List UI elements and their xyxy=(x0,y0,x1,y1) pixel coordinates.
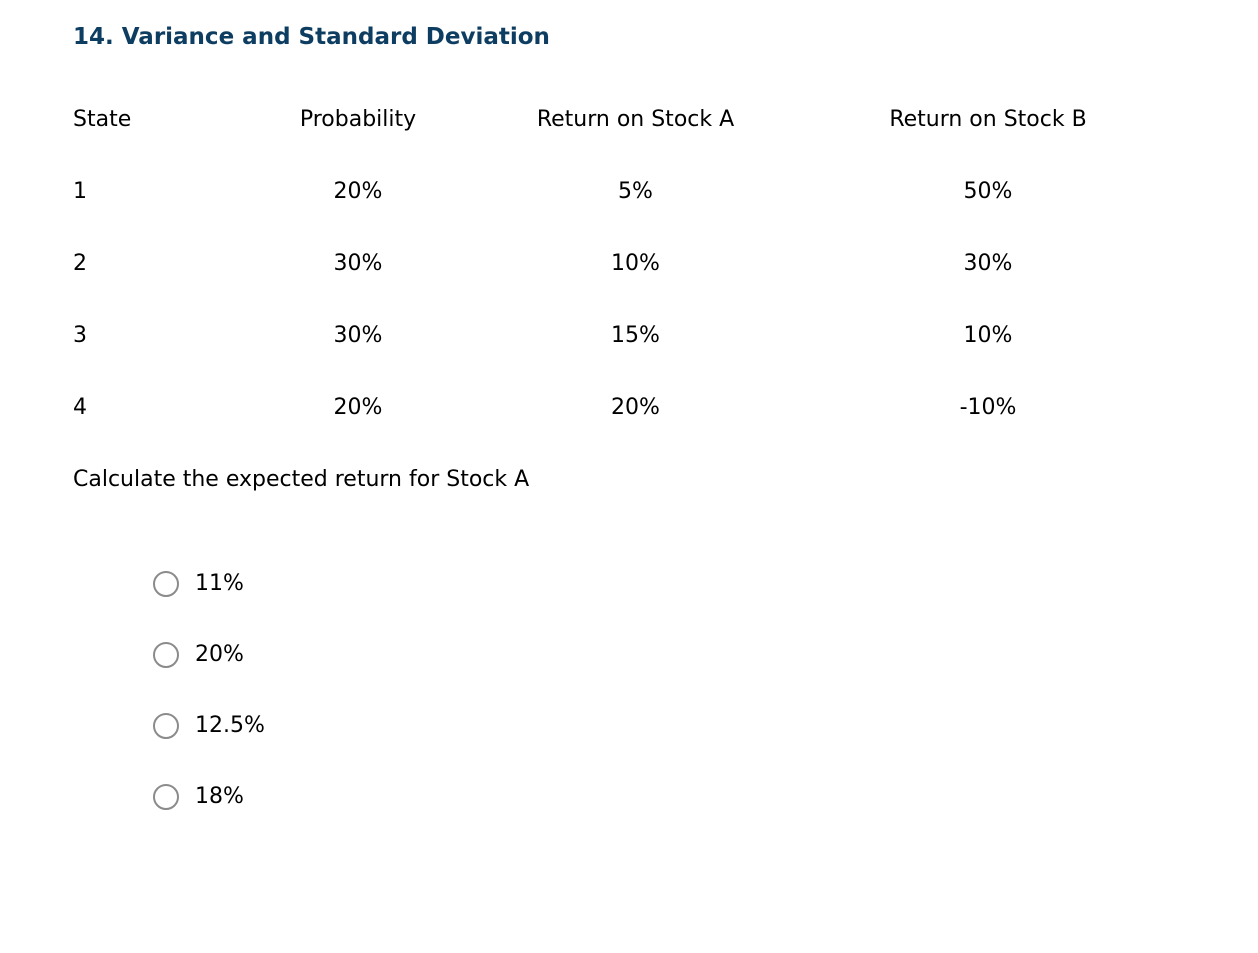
answer-option-label[interactable]: 20% xyxy=(195,642,244,667)
column-header-return-stock-a: Return on Stock A xyxy=(536,107,735,132)
question-number-title: 14. Variance and Standard Deviation xyxy=(73,24,550,50)
table-cell-return-b: 30% xyxy=(963,251,1013,276)
radio-button[interactable] xyxy=(153,784,179,810)
table-cell-state: 1 xyxy=(73,179,87,204)
table-cell-return-b: -10% xyxy=(959,395,1017,420)
answer-option[interactable]: 18% xyxy=(153,784,1258,810)
table-cell-return-b: 10% xyxy=(963,323,1013,348)
table-cell-return-a: 20% xyxy=(611,395,660,420)
radio-button[interactable] xyxy=(153,713,179,739)
table-cell-probability: 30% xyxy=(333,323,383,348)
column-header-state: State xyxy=(73,107,132,132)
table-cell-probability: 30% xyxy=(333,251,383,276)
column-header-return-stock-b: Return on Stock B xyxy=(889,107,1087,132)
table-cell-state: 2 xyxy=(73,251,87,276)
table-cell-probability: 20% xyxy=(333,179,383,204)
answer-option[interactable]: 12.5% xyxy=(153,713,1258,739)
table-cell-state: 4 xyxy=(73,395,87,420)
table-cell-return-a: 10% xyxy=(611,251,660,276)
table-cell-return-a: 15% xyxy=(611,323,660,348)
column-header-probability: Probability xyxy=(299,107,417,132)
answer-option[interactable]: 11% xyxy=(153,571,1258,597)
answer-options: 11% 20% 12.5% 18% xyxy=(73,571,1258,810)
answer-option-label[interactable]: 18% xyxy=(195,784,244,809)
radio-button[interactable] xyxy=(153,642,179,668)
question-prompt: Calculate the expected return for Stock … xyxy=(73,467,530,492)
radio-button[interactable] xyxy=(153,571,179,597)
question-container: 14. Variance and Standard Deviation Stat… xyxy=(73,24,1258,810)
table-cell-probability: 20% xyxy=(333,395,383,420)
table-cell-return-b: 50% xyxy=(963,179,1013,204)
answer-option[interactable]: 20% xyxy=(153,642,1258,668)
returns-table: State Probability Return on Stock A Retu… xyxy=(73,108,1258,468)
answer-option-label[interactable]: 12.5% xyxy=(195,713,265,738)
table-cell-state: 3 xyxy=(73,323,87,348)
table-cell-return-a: 5% xyxy=(618,179,653,204)
answer-option-label[interactable]: 11% xyxy=(195,571,244,596)
